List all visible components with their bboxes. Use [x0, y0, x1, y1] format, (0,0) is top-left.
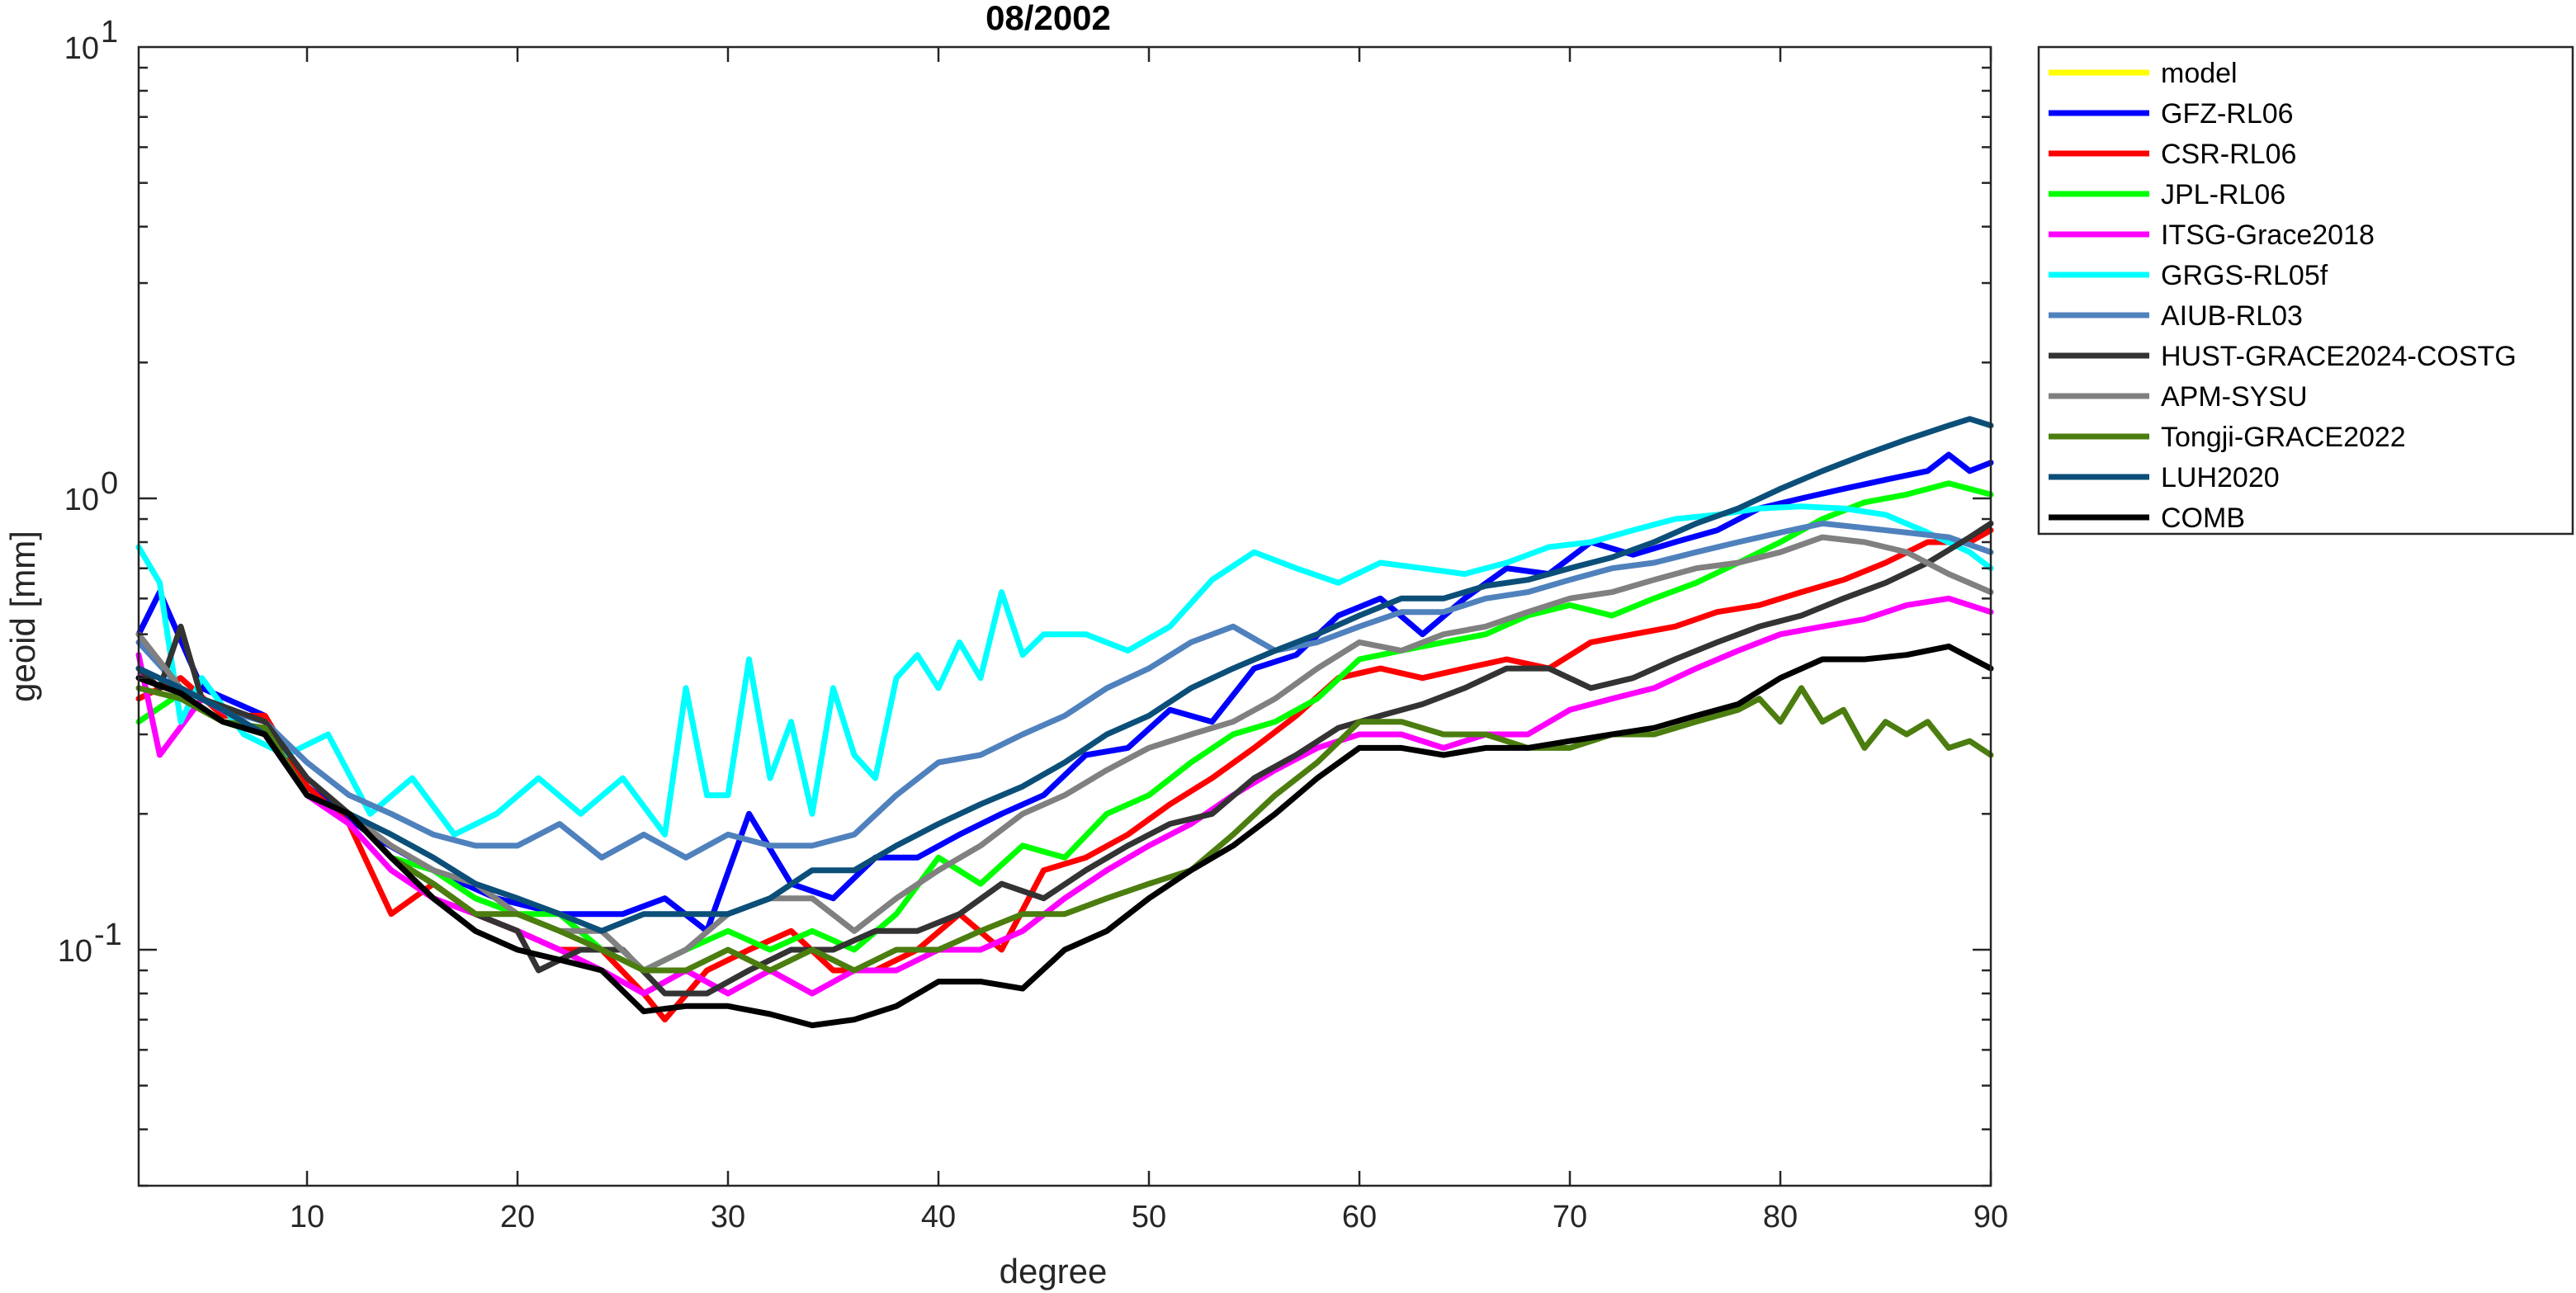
legend-label: APM-SYSU [2161, 381, 2308, 413]
legend-label: LUH2020 [2161, 462, 2280, 493]
y-tick-exponent: 1 [101, 15, 118, 50]
axes [137, 45, 1992, 1187]
x-tick-label: 40 [921, 1200, 956, 1234]
x-tick-label: 10 [290, 1200, 324, 1234]
series-line-AIUB-RL03 [135, 520, 1994, 861]
series-line-GRGS-RL05f [135, 503, 1994, 838]
x-tick-label: 60 [1342, 1200, 1377, 1234]
axes-box [137, 45, 1992, 1187]
legend-label: Tongji-GRACE2022 [2161, 422, 2406, 453]
y-tick-label: 10 [58, 934, 92, 969]
x-tick-label: 90 [1973, 1200, 2008, 1234]
x-axis-title: degree [1000, 1252, 1108, 1291]
y-tick-exponent: 0 [101, 466, 118, 501]
legend-items: model GFZ-RL06 CSR-RL06 JPL-RL06 ITSG-Grace2… [2049, 58, 2517, 534]
x-tick-label: 30 [711, 1200, 745, 1234]
plot-area [135, 416, 1994, 1029]
legend-label: GFZ-RL06 [2161, 98, 2294, 130]
y-axis-title: geoid [mm] [3, 531, 42, 702]
legend-label: GRGS-RL05f [2161, 260, 2328, 291]
legend: model GFZ-RL06 CSR-RL06 JPL-RL06 ITSG-Grace2… [2037, 45, 2574, 536]
legend-label: ITSG-Grace2018 [2161, 219, 2375, 251]
series-line-COMB [135, 643, 1994, 1029]
x-tick-label: 50 [1132, 1200, 1166, 1234]
legend-label: model [2161, 58, 2238, 89]
y-tick-exponent: -1 [94, 918, 122, 952]
legend-box [2037, 45, 2574, 536]
legend-label: HUST-GRACE2024-COSTG [2161, 341, 2517, 372]
y-tick-label: 10 [64, 483, 99, 517]
legend-label: JPL-RL06 [2161, 179, 2285, 210]
x-tick-label: 70 [1553, 1200, 1587, 1234]
series-line-ITSG-Grace2018 [135, 595, 1994, 997]
chart-title: 08/2002 [985, 0, 1111, 37]
x-tick-label: 80 [1763, 1200, 1798, 1234]
x-tick-label: 20 [500, 1200, 535, 1234]
x-axis: 10 20 30 40 50 60 70 80 90 [290, 47, 2008, 1234]
series-line-LUH2020 [135, 416, 1994, 934]
legend-label: COMB [2161, 503, 2245, 534]
series-line-APM-SYSU [135, 534, 1994, 974]
series-line-JPL-RL06 [135, 480, 1994, 974]
y-tick-label: 10 [64, 31, 99, 66]
legend-label: CSR-RL06 [2161, 139, 2296, 170]
legend-label: AIUB-RL03 [2161, 300, 2303, 332]
